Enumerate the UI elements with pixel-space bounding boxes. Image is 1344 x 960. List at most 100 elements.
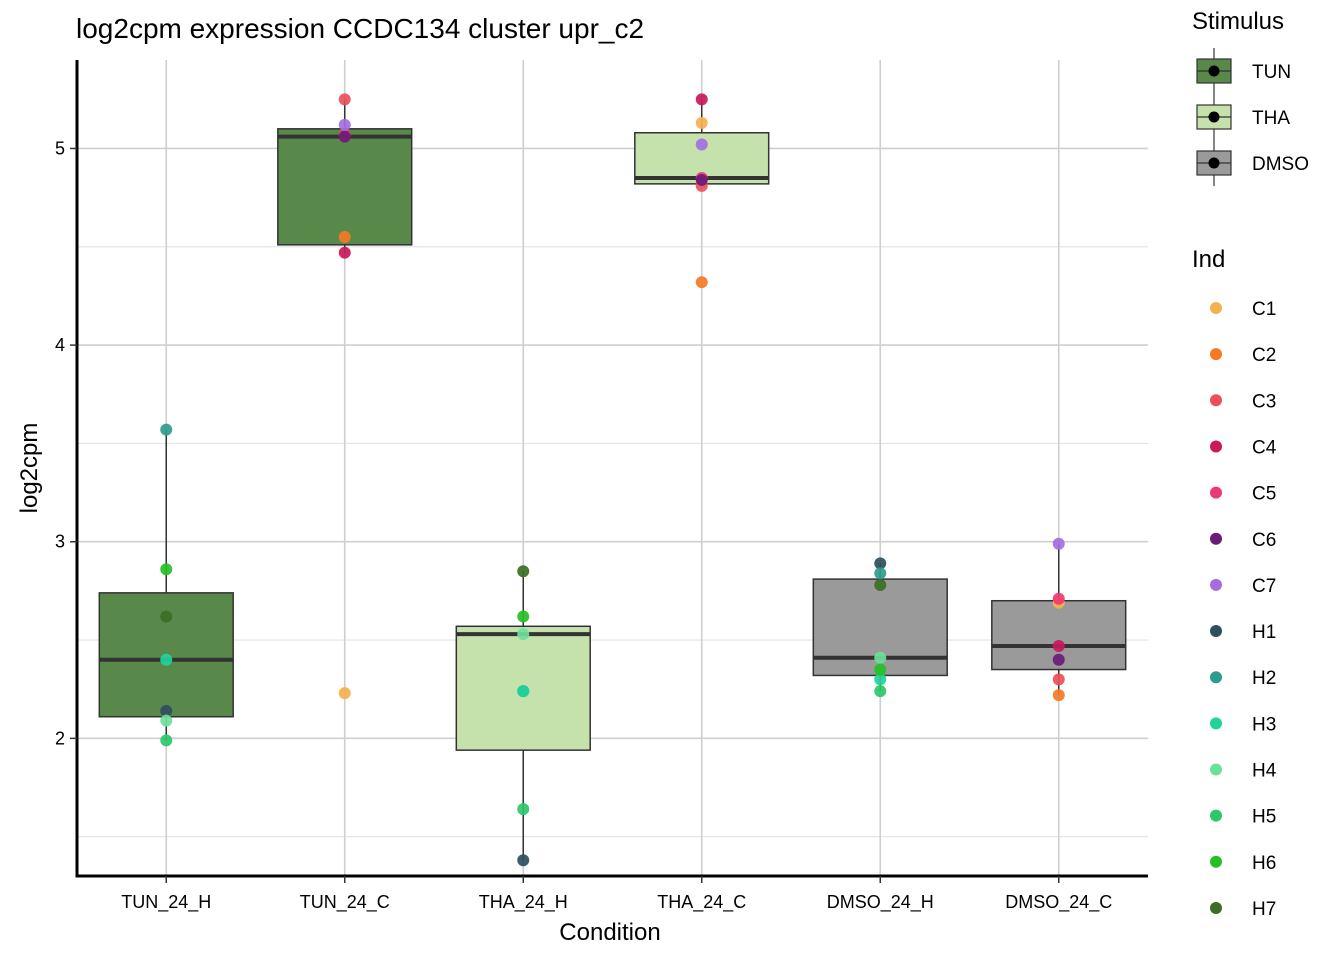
x-tick-label: TUN_24_C: [300, 892, 390, 913]
legend-ind-key-H6: [1210, 855, 1222, 868]
data-point-THA_24_H-H6: [517, 610, 530, 623]
legend-stimulus-key-DMSO: [1196, 140, 1232, 186]
box-DMSO_24_H: [812, 563, 948, 692]
data-point-DMSO_24_H-H4: [874, 651, 887, 664]
data-point-THA_24_H-H3: [517, 685, 530, 698]
data-point-THA_24_H-H5: [517, 803, 530, 816]
legend-ind-key-H2: [1210, 671, 1222, 684]
legend-ind-key-H5: [1210, 809, 1222, 822]
data-point-TUN_24_H-H4: [160, 714, 173, 727]
box-DMSO_24_C: [991, 543, 1127, 696]
legend-ind-key-C2: [1210, 348, 1222, 361]
legend-ind-label: H7: [1252, 899, 1276, 920]
data-point-DMSO_24_C-C2: [1052, 689, 1065, 702]
data-point-DMSO_24_H-H6: [874, 663, 887, 676]
data-point-TUN_24_H-H3: [160, 653, 173, 666]
data-point-DMSO_24_C-C6: [1052, 653, 1065, 666]
data-point-TUN_24_C-C2: [338, 230, 351, 243]
x-tick-label: THA_24_C: [657, 892, 746, 913]
legend-ind-key-C3: [1210, 394, 1222, 407]
x-axis-title: Condition: [559, 919, 660, 946]
legend-ind-label: H4: [1252, 761, 1277, 782]
data-point-DMSO_24_H-H5: [874, 685, 887, 698]
data-point-THA_24_H-H7: [517, 565, 530, 578]
data-point-THA_24_C-C4: [695, 93, 708, 106]
legend-ind-key-H4: [1210, 763, 1222, 776]
data-point-DMSO_24_C-C3: [1052, 673, 1065, 686]
legend-ind-label: C3: [1252, 391, 1276, 412]
data-point-TUN_24_C-C1: [338, 687, 351, 700]
legend-stimulus-key-TUN: [1196, 48, 1232, 94]
data-point-TUN_24_H-H2: [160, 423, 173, 436]
legend-ind-label: C7: [1252, 576, 1276, 597]
legend-stimulus-key-THA: [1196, 94, 1232, 140]
legend-ind-key-C6: [1210, 532, 1222, 545]
legend-key-point: [1208, 111, 1220, 123]
legend-ind-key-H3: [1210, 717, 1222, 730]
legend-ind-label: C6: [1252, 530, 1276, 551]
data-point-TUN_24_H-H6: [160, 563, 173, 576]
data-point-THA_24_C-C2: [695, 276, 708, 289]
data-point-DMSO_24_H-H7: [874, 578, 887, 591]
data-point-TUN_24_C-C4: [338, 246, 351, 259]
legend-ind-key-C1: [1210, 302, 1222, 314]
data-point-THA_24_C-C1: [695, 116, 708, 129]
y-axis-title: log2cpm: [16, 423, 43, 514]
legend-ind-label: H3: [1252, 714, 1276, 735]
x-tick-label: DMSO_24_H: [827, 892, 934, 913]
y-tick-label: 5: [55, 138, 65, 158]
legend-stimulus-label: TUN: [1252, 62, 1291, 83]
legend-ind-label: H6: [1252, 853, 1276, 874]
data-point-TUN_24_C-C6: [338, 130, 351, 143]
legend-stimulus-label: DMSO: [1252, 154, 1309, 175]
legend-stimulus-label: THA: [1252, 108, 1290, 129]
chart-title: log2cpm expression CCDC134 cluster upr_c…: [76, 13, 644, 44]
data-point-TUN_24_H-H1: [160, 704, 173, 717]
data-point-THA_24_C-C6: [695, 173, 708, 186]
box-layer: [98, 99, 1127, 861]
legend-ind-label: H5: [1252, 807, 1276, 828]
data-point-DMSO_24_C-C5: [1052, 592, 1065, 605]
legend-ind-key-C7: [1210, 578, 1222, 591]
legend-ind-label: C5: [1252, 484, 1276, 505]
legend-stimulus: Stimulus TUN THA DMSO: [1192, 8, 1309, 186]
data-point-THA_24_C-C7: [695, 138, 708, 151]
data-point-THA_24_H-H4: [517, 628, 530, 641]
box-body: [277, 128, 413, 246]
legend-ind-key-H1: [1210, 625, 1222, 638]
data-point-DMSO_24_H-H2: [874, 567, 887, 580]
y-tick-label: 3: [55, 532, 65, 552]
legend-ind-label: C2: [1252, 345, 1276, 366]
point-layer: [160, 93, 1065, 867]
legend-ind-key-H7: [1210, 901, 1222, 914]
data-point-THA_24_H-H1: [517, 854, 530, 867]
data-point-TUN_24_C-C7: [338, 118, 351, 131]
legend-ind: Ind C1 C2 C3 C4 C5 C6 C7 H1 H2 H3 H4 H5 H6 H7: [1192, 246, 1277, 920]
axis-layer: 2 3 4 5 TUN_24_H TUN_24_C THA_24_H THA_24_C DMSO…: [55, 60, 1148, 913]
grid-layer: [77, 60, 1148, 876]
y-tick-label: 2: [55, 728, 65, 748]
data-point-DMSO_24_C-C7: [1052, 537, 1065, 550]
legend-ind-key-C5: [1210, 486, 1222, 499]
x-tick-label: DMSO_24_C: [1005, 892, 1112, 913]
legend-ind-title: Ind: [1192, 246, 1225, 273]
legend-key-point: [1208, 157, 1220, 169]
legend-key-point: [1208, 65, 1220, 77]
y-tick-label: 4: [55, 335, 65, 355]
x-tick-label: THA_24_H: [479, 892, 568, 913]
x-tick-label: TUN_24_H: [121, 892, 211, 913]
data-point-TUN_24_H-H5: [160, 734, 173, 747]
data-point-DMSO_24_H-H1: [874, 557, 887, 570]
data-point-DMSO_24_C-C4: [1052, 639, 1065, 652]
legend-stimulus-title: Stimulus: [1192, 8, 1284, 35]
legend-ind-label: H1: [1252, 622, 1276, 643]
legend-ind-label: C1: [1252, 299, 1276, 320]
data-point-DMSO_24_H-H3: [874, 673, 887, 686]
data-point-TUN_24_C-C3: [338, 93, 351, 106]
data-point-TUN_24_H-H7: [160, 610, 173, 623]
legend-ind-label: H2: [1252, 668, 1276, 689]
legend-ind-label: C4: [1252, 437, 1277, 458]
legend-ind-key-C4: [1210, 440, 1222, 453]
box-TUN_24_H: [98, 429, 234, 741]
